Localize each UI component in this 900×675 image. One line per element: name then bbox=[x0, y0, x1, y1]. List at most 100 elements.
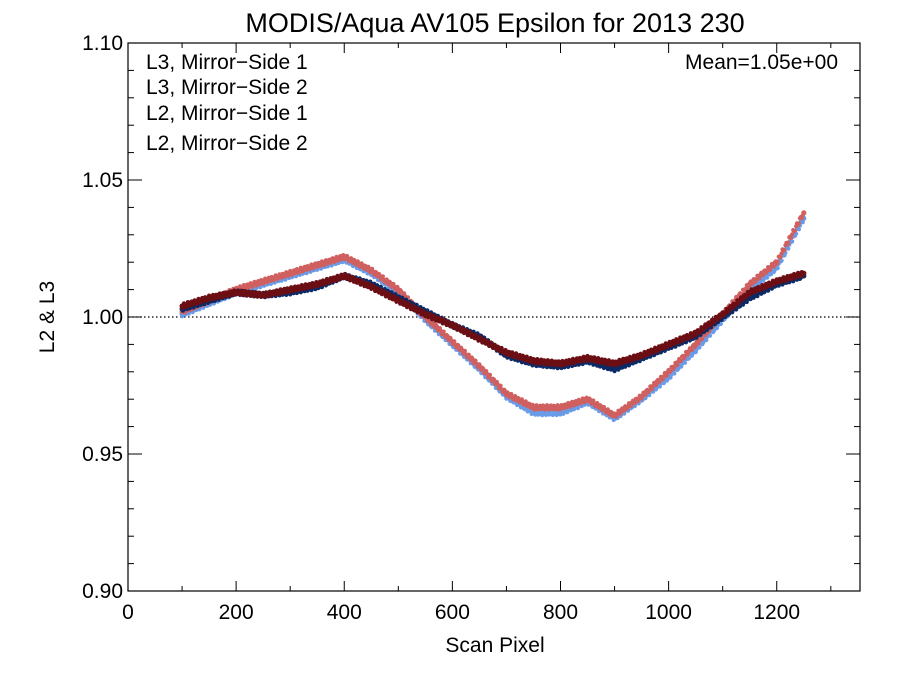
series-trail-dot bbox=[654, 349, 660, 354]
series-trail-dot bbox=[796, 227, 802, 232]
y-tick-label: 1.00 bbox=[82, 306, 123, 329]
series-trail-dot bbox=[697, 345, 702, 350]
y-axis-label: L2 & L3 bbox=[36, 281, 59, 353]
series-trail-dot bbox=[790, 239, 795, 244]
series-trail-dot bbox=[523, 399, 528, 404]
series-trail-dot bbox=[605, 407, 610, 412]
series-trail-dot bbox=[734, 307, 739, 312]
series-trail-dot bbox=[380, 274, 385, 279]
mean-annotation: Mean=1.05e+00 bbox=[685, 51, 838, 74]
data-point bbox=[666, 341, 672, 347]
series-trail-dot bbox=[701, 340, 706, 345]
series-trail-dot bbox=[711, 328, 717, 333]
plot-area: 0 200 400 600 800 1000 1200 0.90 0.95 1.00 1.05 1.1… bbox=[82, 32, 861, 624]
series-trail-dot bbox=[701, 328, 706, 333]
data-point bbox=[557, 361, 564, 367]
series-trail-dot bbox=[682, 360, 688, 365]
data-point bbox=[639, 393, 645, 400]
series-trail-dot bbox=[737, 301, 742, 306]
series-trail-dot bbox=[675, 363, 680, 368]
data-point bbox=[584, 396, 591, 402]
series-trail-dot bbox=[657, 384, 663, 389]
series-trail-dot bbox=[431, 313, 437, 318]
series-trail-dot bbox=[800, 220, 805, 225]
series-trail-dot bbox=[778, 255, 783, 260]
x-tick-label: 1000 bbox=[645, 601, 692, 624]
data-point bbox=[801, 270, 807, 276]
data-point bbox=[774, 278, 780, 284]
series-trail-dot bbox=[626, 363, 632, 368]
series-trail-dot bbox=[664, 373, 669, 378]
legend: L3, Mirror−Side 1 L3, Mirror−Side 2 L2, … bbox=[146, 51, 308, 155]
data-point bbox=[747, 281, 753, 287]
x-tick-label: 800 bbox=[543, 601, 578, 624]
series-trail-dot bbox=[779, 258, 784, 263]
data-point bbox=[612, 361, 618, 367]
series-trail-dot bbox=[757, 276, 762, 281]
data-point bbox=[314, 281, 320, 287]
data-point bbox=[639, 352, 645, 358]
series-trail-dot bbox=[686, 356, 692, 361]
series-trail-dot bbox=[761, 272, 766, 277]
data-point bbox=[422, 311, 428, 317]
series-trail-dot bbox=[650, 386, 655, 392]
y-tick-label: 1.05 bbox=[82, 169, 123, 192]
series-trail-dot bbox=[349, 274, 355, 279]
series-trail-dot bbox=[481, 366, 486, 371]
data-point bbox=[341, 273, 347, 279]
series-trail-dot bbox=[676, 366, 681, 371]
data-point bbox=[341, 254, 347, 260]
data-point bbox=[368, 267, 374, 273]
series-trail-dot bbox=[618, 411, 623, 416]
data-point bbox=[287, 270, 293, 276]
series-trail-dot bbox=[789, 235, 794, 240]
series-trail-dot bbox=[690, 334, 695, 339]
series-trail-dot bbox=[466, 352, 471, 357]
data-point bbox=[233, 289, 239, 295]
series-trail-dot bbox=[726, 309, 731, 314]
data-point bbox=[395, 287, 401, 293]
data-point bbox=[260, 292, 266, 298]
data-point bbox=[449, 339, 455, 345]
data-point bbox=[395, 298, 401, 304]
legend-entry: L3, Mirror−Side 2 bbox=[146, 76, 308, 99]
series-trail-dot bbox=[790, 232, 795, 237]
x-tick-label: 0 bbox=[122, 601, 134, 624]
series-trail-dot bbox=[672, 371, 677, 376]
data-point bbox=[449, 322, 455, 328]
data-point bbox=[747, 289, 753, 295]
series-trail-dot bbox=[456, 343, 461, 348]
series-trail-dot bbox=[771, 264, 776, 269]
series-trail-dot bbox=[744, 299, 749, 305]
series-trail-dot bbox=[498, 383, 503, 388]
data-point bbox=[693, 341, 699, 347]
data-point bbox=[260, 278, 266, 284]
series-trail-dot bbox=[689, 348, 694, 353]
data-point bbox=[503, 350, 509, 356]
x-tick-label: 400 bbox=[327, 601, 362, 624]
series-trail-dot bbox=[740, 297, 746, 302]
series-3 bbox=[179, 210, 807, 419]
series-trail-dot bbox=[786, 240, 791, 245]
series-trail-dot bbox=[679, 358, 684, 363]
series-trail-dot bbox=[779, 251, 784, 256]
series-trail-dot bbox=[595, 401, 600, 406]
data-point bbox=[557, 404, 564, 410]
series-trail-dot bbox=[487, 372, 493, 377]
data-point bbox=[530, 404, 537, 410]
data-point bbox=[801, 210, 807, 216]
data-point bbox=[476, 363, 482, 369]
series-trail-dot bbox=[359, 261, 364, 266]
x-axis-label: Scan Pixel bbox=[445, 634, 544, 657]
data-point bbox=[368, 284, 374, 290]
data-point bbox=[314, 262, 320, 268]
series-trail-dot bbox=[704, 338, 709, 343]
data-point bbox=[476, 336, 482, 342]
series-1 bbox=[179, 270, 807, 368]
y-tick-label: 1.10 bbox=[82, 32, 123, 55]
series-trail-dot bbox=[786, 246, 791, 251]
data-point bbox=[287, 287, 293, 293]
series-trail-dot bbox=[793, 228, 798, 233]
series-trail-dot bbox=[767, 267, 773, 272]
